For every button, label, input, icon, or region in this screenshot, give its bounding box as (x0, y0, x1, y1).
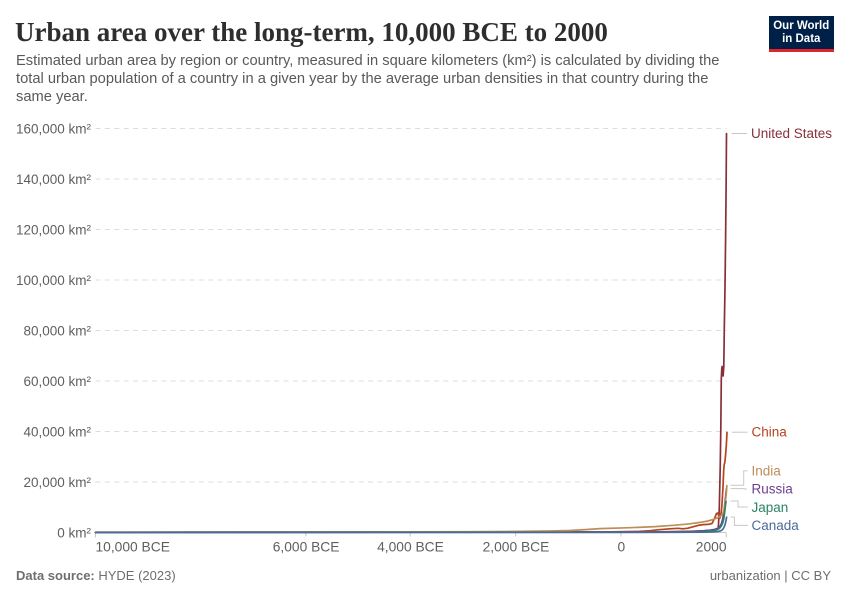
svg-text:2,000 BCE: 2,000 BCE (483, 539, 550, 554)
svg-text:80,000 km²: 80,000 km² (23, 323, 91, 338)
svg-text:Canada: Canada (752, 518, 800, 533)
svg-text:160,000 km²: 160,000 km² (16, 121, 92, 136)
svg-text:4,000 BCE: 4,000 BCE (377, 539, 444, 554)
svg-text:India: India (752, 463, 782, 478)
svg-text:40,000 km²: 40,000 km² (23, 424, 91, 439)
svg-text:6,000 BCE: 6,000 BCE (273, 539, 340, 554)
svg-text:60,000 km²: 60,000 km² (23, 374, 91, 389)
svg-text:140,000 km²: 140,000 km² (16, 172, 92, 187)
svg-text:0 km²: 0 km² (57, 525, 91, 540)
svg-text:0: 0 (617, 539, 625, 554)
svg-text:United States: United States (751, 126, 832, 141)
svg-text:20,000 km²: 20,000 km² (23, 475, 91, 490)
svg-text:10,000 BCE: 10,000 BCE (96, 539, 170, 554)
svg-text:Russia: Russia (752, 482, 794, 497)
svg-text:100,000 km²: 100,000 km² (16, 273, 92, 288)
svg-text:China: China (752, 424, 788, 439)
svg-text:120,000 km²: 120,000 km² (16, 222, 92, 237)
svg-text:Japan: Japan (752, 500, 789, 515)
svg-text:2000: 2000 (696, 539, 727, 554)
